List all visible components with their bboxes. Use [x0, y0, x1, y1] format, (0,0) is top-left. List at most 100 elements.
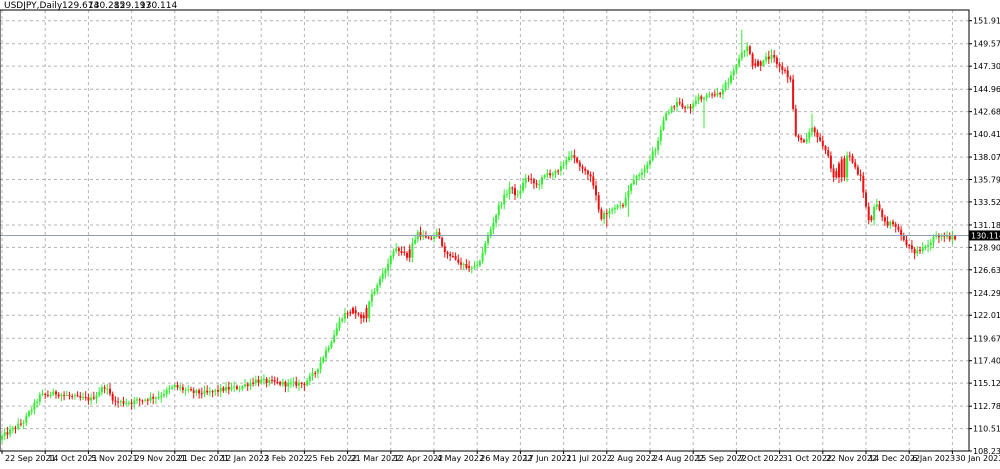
date-tick-label: 12 Apr 2022 [394, 454, 443, 463]
candle [802, 138, 805, 144]
candle [659, 125, 662, 146]
candle-body [867, 206, 870, 221]
candle-body [948, 235, 951, 240]
candle-body [527, 178, 530, 180]
candle [646, 161, 649, 174]
candle [160, 391, 163, 403]
candle [848, 151, 851, 161]
date-tick-label: 11 Jul 2022 [567, 454, 612, 463]
candle [789, 75, 792, 83]
candle-body [667, 112, 670, 114]
candle [632, 174, 635, 186]
candle-body [862, 175, 865, 193]
candle [578, 159, 581, 172]
candle-body [314, 372, 317, 374]
candle-body [838, 163, 840, 178]
candle-body [848, 155, 851, 157]
candle [49, 391, 52, 399]
candle-body [470, 268, 473, 270]
candle-body [55, 391, 57, 395]
candle [279, 380, 282, 387]
candle [559, 161, 562, 176]
candle [649, 156, 651, 169]
candle-body [49, 394, 52, 396]
candle-body [95, 395, 98, 399]
candle-body [565, 159, 568, 165]
candle [457, 254, 460, 265]
candle-body [581, 166, 584, 169]
candle [762, 59, 765, 67]
candle [635, 174, 638, 186]
candle [84, 391, 87, 401]
candle [179, 383, 182, 392]
candle [549, 169, 552, 179]
candle [330, 340, 333, 350]
candle-body [576, 158, 579, 163]
candle [122, 396, 125, 407]
candle [163, 389, 165, 399]
candle [478, 259, 481, 268]
candle [225, 382, 228, 394]
candle-body [919, 249, 921, 252]
candle [408, 244, 411, 262]
candle [165, 387, 168, 398]
candle [25, 412, 28, 426]
candle-body [9, 429, 12, 435]
candle [119, 399, 122, 406]
candle-body [397, 248, 400, 252]
price-tick-label: 119.675 [973, 334, 1000, 343]
candle-body [559, 165, 562, 171]
candle [557, 169, 560, 175]
candle-body [541, 177, 543, 185]
price-tick-label: 115.125 [973, 379, 1000, 388]
candle [446, 250, 449, 259]
candle-body [68, 395, 71, 397]
candle [905, 235, 908, 248]
date-tick-label: 22 Nov 2022 [826, 454, 877, 463]
candle [360, 311, 363, 324]
candle [843, 155, 846, 181]
candle [881, 208, 884, 222]
candle-body [154, 397, 157, 399]
candle-body [775, 57, 778, 65]
candle-body [946, 235, 948, 237]
candle-body [478, 261, 481, 266]
candle-body [524, 178, 527, 183]
candle-body [640, 172, 643, 175]
candle [611, 207, 614, 215]
candle-body [173, 384, 176, 388]
candle [527, 175, 530, 182]
candle-body [735, 64, 738, 71]
candle-body [689, 106, 692, 109]
candle-body [635, 176, 638, 180]
candle-body [279, 382, 282, 385]
candle-body [260, 379, 263, 383]
candle-body [500, 204, 503, 206]
candle-body [330, 342, 333, 348]
candle-body [17, 423, 20, 429]
candle-body [376, 285, 379, 292]
candle-body [73, 395, 76, 397]
candle [30, 407, 33, 416]
candle [352, 306, 354, 315]
candle-body [530, 178, 533, 180]
candle-body [6, 432, 9, 435]
candle [265, 377, 268, 388]
candle [651, 146, 654, 162]
candle-body [449, 253, 452, 257]
date-tick-label: 7 Oct 2022 [739, 454, 783, 463]
candle-body [168, 388, 171, 390]
candle [379, 275, 381, 289]
candle-body [824, 146, 827, 151]
candle-body [800, 137, 803, 140]
candle [341, 317, 344, 324]
price-axis: 151.915 149.575 147.300 144.960 142.685 140.4… [969, 17, 1000, 456]
candle [716, 87, 719, 98]
candle-body [289, 382, 292, 384]
candle-body [829, 155, 832, 169]
candle [33, 399, 36, 415]
candle [192, 387, 195, 399]
candle-body [854, 162, 857, 168]
